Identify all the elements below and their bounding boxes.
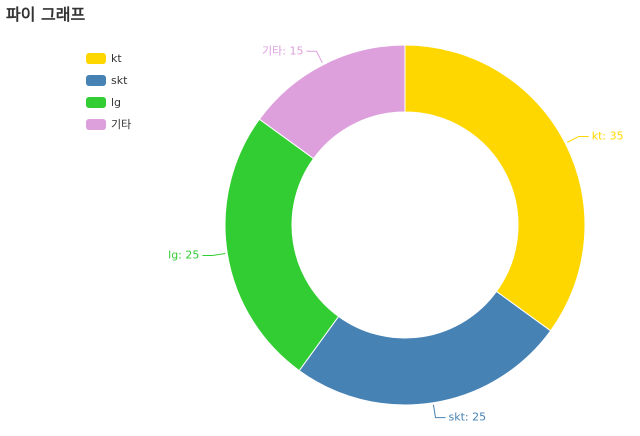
legend-label: 기타 <box>111 118 132 131</box>
legend-swatch <box>86 118 106 130</box>
legend-swatch <box>86 96 106 108</box>
data-label-1: kt: 35 <box>592 129 624 142</box>
data-label-3: lg: 25 <box>168 249 199 262</box>
legend-label: lg <box>111 95 122 109</box>
leader-line-3 <box>202 252 226 257</box>
legend: kt skt lg 기타 <box>86 47 131 135</box>
leader-line-2 <box>432 404 446 419</box>
slice-2[interactable] <box>298 290 552 406</box>
slice-1[interactable] <box>404 44 586 332</box>
legend-swatch <box>86 52 106 64</box>
legend-item-other[interactable]: 기타 <box>86 113 131 135</box>
legend-item-kt[interactable]: kt <box>86 47 131 69</box>
slice-4[interactable] <box>258 44 406 160</box>
data-label-4: 기타: 15 <box>262 44 303 57</box>
legend-item-skt[interactable]: skt <box>86 69 131 91</box>
data-label-2: skt: 25 <box>449 411 487 424</box>
leader-line-1 <box>566 135 589 143</box>
legend-label: skt <box>111 73 128 87</box>
legend-label: kt <box>111 51 122 65</box>
legend-item-lg[interactable]: lg <box>86 91 131 113</box>
chart-title: 파이 그래프 <box>6 5 86 24</box>
slice-3[interactable] <box>224 118 340 372</box>
leader-line-4 <box>306 50 323 64</box>
legend-swatch <box>86 74 106 86</box>
